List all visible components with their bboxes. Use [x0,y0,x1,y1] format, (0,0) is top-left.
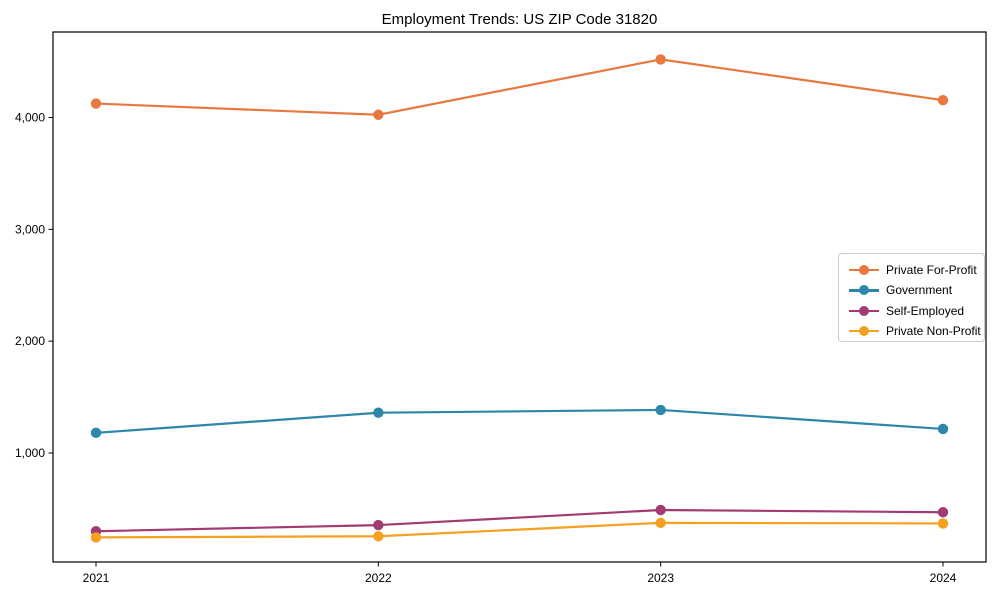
legend-label: Self-Employed [886,303,965,318]
data-point-marker [655,54,666,65]
legend-item: Self-Employed [849,301,984,321]
data-point-marker [90,532,102,543]
data-point-marker [655,517,666,529]
data-point-marker [937,423,949,435]
legend-label: Private Non-Profit [886,323,981,338]
data-point-marker [373,109,384,120]
series-line [95,408,944,434]
legend-sample-dot [859,265,869,276]
y-axis-tick-label: 3,000 [15,222,45,236]
legend: Private For-Profit Government Self-Employe… [838,253,985,342]
data-point-marker [937,518,949,529]
x-axis-tick-label: 2021 [83,571,110,585]
series-line [95,508,944,533]
legend-sample-dot [859,305,869,316]
legend-item: Private For-Profit [849,260,984,280]
data-point-marker [373,519,384,531]
chart-title: Employment Trends: US ZIP Code 31820 [381,11,658,28]
series-line [95,521,944,539]
data-point-marker [937,507,949,518]
legend-line-marker-icon [849,305,879,316]
legend-label: Government [886,283,953,298]
legend-item: Private Non-Profit [849,321,984,341]
data-point-marker [373,407,384,418]
data-point-marker [373,531,384,542]
y-axis-tick-label: 2,000 [15,334,45,348]
legend-line-marker-icon [849,285,879,296]
legend-line-marker-icon [849,265,879,276]
legend-item: Government [849,280,984,300]
series-line [95,58,944,116]
x-axis-tick-label: 2023 [647,571,674,585]
data-point-marker [937,95,949,106]
x-axis-tick-label: 2024 [930,571,957,585]
data-point-marker [655,504,666,516]
data-point-marker [90,98,102,109]
y-axis-tick-label: 4,000 [15,111,45,125]
data-point-marker [90,427,102,439]
y-axis-tick-label: 1,000 [15,446,45,460]
legend-sample-dot [859,325,869,336]
data-point-marker [655,404,666,416]
x-axis-tick-label: 2022 [365,571,392,585]
plot-frame [52,31,987,563]
legend-label: Private For-Profit [886,263,977,278]
legend-sample-dot [859,285,869,296]
legend-line-marker-icon [849,325,879,336]
